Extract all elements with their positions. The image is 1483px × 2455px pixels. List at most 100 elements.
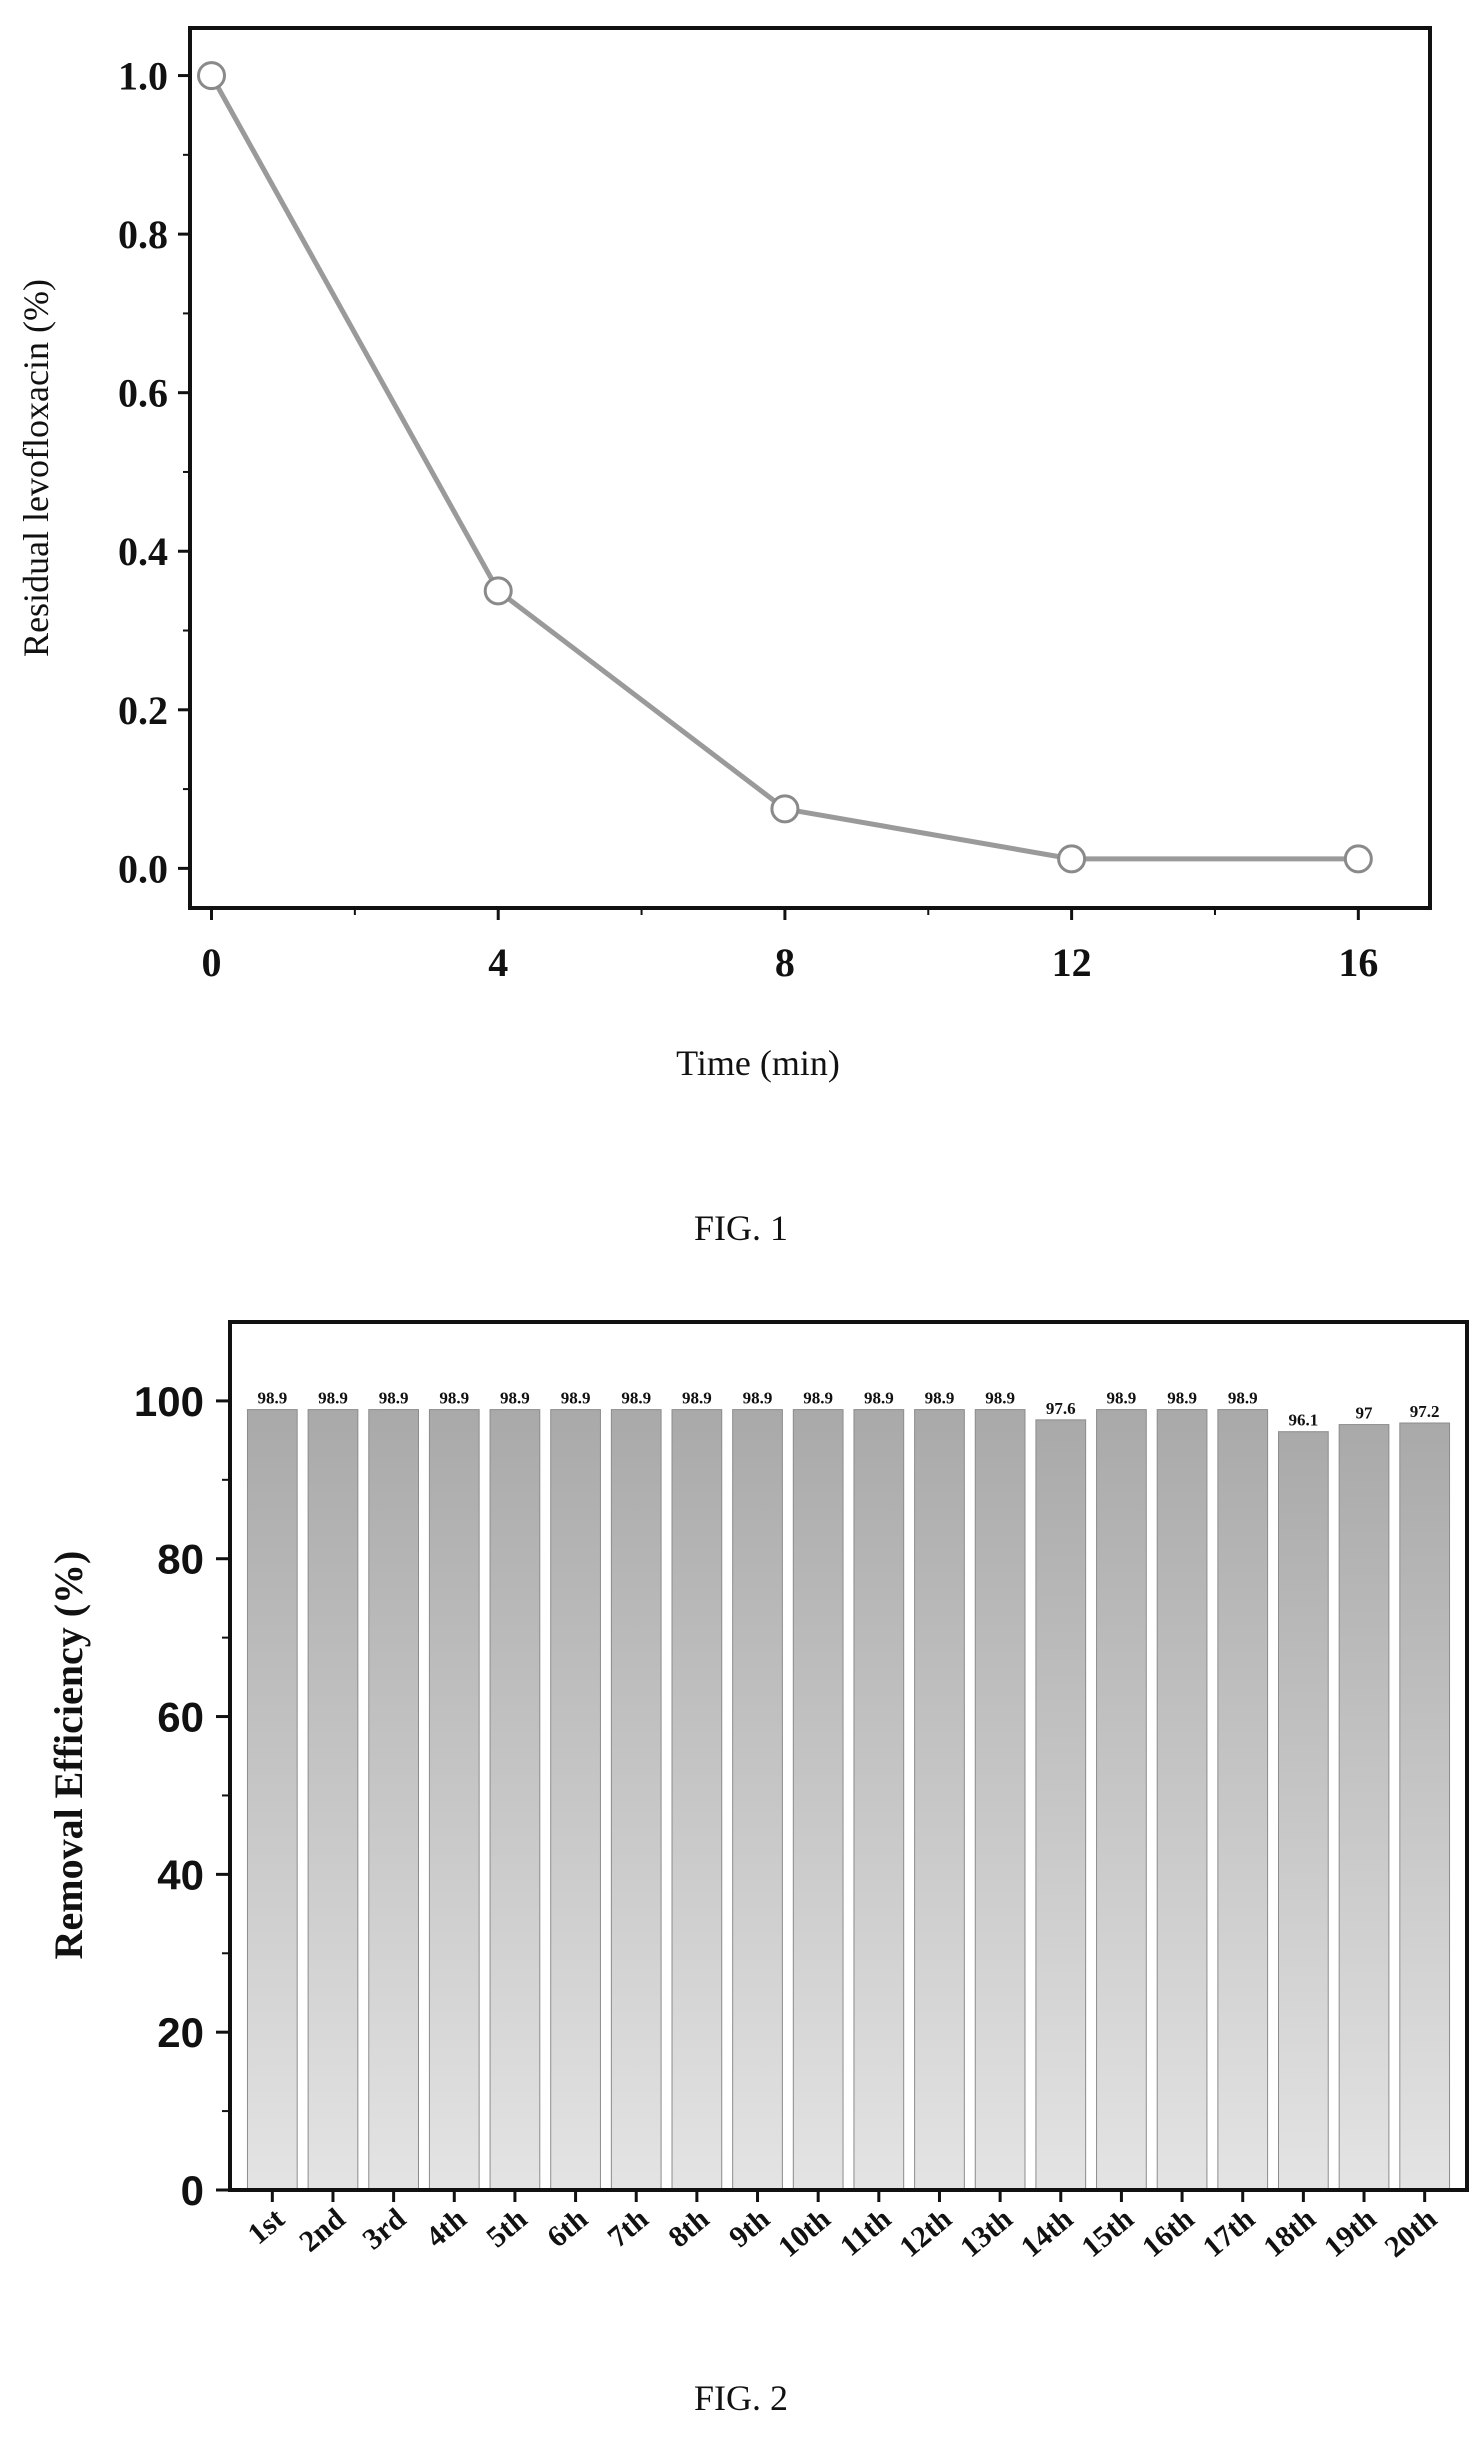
fig2-data-label: 98.9: [743, 1389, 773, 1408]
fig2-data-label: 98.9: [379, 1389, 409, 1408]
fig2-bar: [1096, 1409, 1147, 2191]
fig2-x-tick-label: 6th: [541, 2202, 594, 2254]
fig1-y-tick-label: 0.4: [118, 529, 168, 574]
fig2-data-label: 98.9: [925, 1389, 955, 1408]
fig1-y-tick-label: 0.2: [118, 688, 168, 733]
fig1-data-point: [197, 61, 227, 91]
fig2-x-tick-label: 19th: [1318, 2202, 1383, 2264]
fig2-x-tick-label: 5th: [480, 2202, 533, 2254]
fig2-y-axis-title: Removal Efficiency (%): [46, 1551, 91, 1960]
fig1-y-tick-label: 0.6: [118, 371, 168, 416]
fig2-y-tick-label: 20: [157, 2009, 204, 2056]
fig1-data-point: [483, 576, 513, 606]
fig1-x-ticks: 0 4 8 12 16: [202, 908, 1378, 985]
fig2-y-tick-label: 80: [157, 1536, 204, 1583]
fig2-bar: [489, 1409, 541, 2191]
fig2-bar: [974, 1409, 1026, 2191]
fig2-x-ticks: 1st 2nd 3rd 4th 5th 6th 7th 8th 9th10th11th12th1…: [242, 2190, 1444, 2264]
fig2-bar: [428, 1409, 480, 2191]
fig2-x-tick-label: 14th: [1015, 2202, 1080, 2264]
fig2-bar: [550, 1409, 601, 2191]
fig2-y-tick-label: 40: [157, 1851, 204, 1898]
fig2-x-tick-label: 10th: [772, 2202, 837, 2264]
fig2-data-label: 97: [1356, 1404, 1374, 1423]
fig1-y-tick-label: 0.8: [118, 212, 168, 257]
fig2-y-tick-label: 100: [134, 1378, 204, 1425]
fig2-bar: [1278, 1431, 1329, 2191]
fig2-x-tick-label: 20th: [1379, 2202, 1444, 2264]
fig2-data-label: 98.9: [864, 1389, 894, 1408]
fig2-data-label: 98.9: [1107, 1389, 1137, 1408]
fig2-x-tick-label: 1st: [242, 2202, 291, 2251]
fig2-x-tick-label: 7th: [602, 2202, 655, 2254]
fig2-bar: [1338, 1424, 1390, 2191]
fig1-plot-frame: [188, 26, 1432, 910]
fig1-y-ticks: 0.0 0.2 0.4 0.6 0.8 1.0: [118, 54, 190, 891]
fig2-bar: [732, 1409, 783, 2191]
fig2-bar: [1217, 1409, 1269, 2191]
fig1-data-point: [1057, 844, 1087, 874]
fig2-data-label: 98.9: [682, 1389, 712, 1408]
fig1-series: [197, 61, 1373, 874]
fig2-data-label: 98.9: [1167, 1389, 1197, 1408]
fig2-caption: FIG. 2: [694, 2378, 788, 2418]
fig2-y-tick-label: 0: [181, 2167, 204, 2214]
fig2-bar: [1156, 1409, 1208, 2191]
fig2-bar: [853, 1409, 905, 2191]
fig1-x-tick-label: 16: [1338, 940, 1378, 985]
fig1-x-tick-label: 0: [202, 940, 222, 985]
fig2-data-label: 98.9: [318, 1389, 348, 1408]
fig1-series-line: [209, 74, 1359, 862]
fig2-x-tick-label: 12th: [893, 2202, 958, 2264]
fig2-x-tick-label: 13th: [954, 2202, 1019, 2264]
fig2-bar: [1399, 1422, 1451, 2191]
fig2-data-label: 96.1: [1289, 1411, 1319, 1430]
fig2-x-tick-label: 16th: [1136, 2202, 1201, 2264]
fig1-x-tick-label: 4: [488, 940, 508, 985]
fig2-data-label: 97.6: [1046, 1399, 1076, 1418]
fig2-data-label: 98.9: [561, 1389, 591, 1408]
fig2-bar: [914, 1409, 965, 2191]
fig1-caption: FIG. 1: [694, 1208, 788, 1248]
fig2-bar: [1035, 1419, 1087, 2191]
fig2-plot-frame: [228, 1320, 1469, 2192]
fig2-bar: [671, 1409, 723, 2191]
fig2-data-label: 98.9: [985, 1389, 1015, 1408]
fig2-bar: [307, 1409, 359, 2191]
fig2-x-tick-label: 8th: [662, 2202, 715, 2254]
fig2-x-tick-label: 11th: [834, 2202, 898, 2263]
fig2-x-tick-label: 18th: [1257, 2202, 1322, 2264]
fig1-x-tick-label: 8: [775, 940, 795, 985]
fig2-x-tick-label: 3rd: [356, 2202, 412, 2256]
fig2-x-tick-label: 2nd: [293, 2202, 352, 2259]
fig1-y-tick-label: 0.0: [118, 846, 168, 891]
fig2-bar: [368, 1409, 419, 2191]
fig2-bar-chart: 98.9 98.9 98.9 98.9 98.9 98.9 98.9 98.9 98.9 98.9…: [46, 1320, 1469, 2418]
fig1-x-tick-label: 12: [1052, 940, 1092, 985]
fig2-bar: [246, 1409, 298, 2191]
fig1-y-tick-label: 1.0: [118, 54, 168, 99]
fig2-bar: [792, 1409, 844, 2191]
fig2-data-label: 98.9: [439, 1389, 469, 1408]
fig2-x-tick-label: 17th: [1197, 2202, 1262, 2264]
fig1-line-chart: 0.0 0.2 0.4 0.6 0.8 1.0 0 4 8 12 16 Residual levo…: [16, 26, 1432, 1248]
fig2-bar: [610, 1409, 662, 2191]
fig2-bars: 98.9 98.9 98.9 98.9 98.9 98.9 98.9 98.9 98.9 98.9…: [246, 1389, 1451, 2191]
fig2-data-label: 98.9: [500, 1389, 530, 1408]
fig1-x-axis-title: Time (min): [676, 1043, 840, 1083]
fig2-data-label: 98.9: [803, 1389, 833, 1408]
fig2-x-tick-label: 9th: [723, 2202, 776, 2254]
fig2-x-tick-label: 15th: [1075, 2202, 1140, 2264]
fig1-y-axis-title: Residual levofloxacin (%): [16, 279, 56, 657]
fig2-data-label: 98.9: [1228, 1389, 1258, 1408]
fig2-data-label: 98.9: [257, 1389, 287, 1408]
fig2-data-label: 98.9: [621, 1389, 651, 1408]
fig2-data-label: 97.2: [1410, 1402, 1440, 1421]
fig1-data-point: [1343, 844, 1373, 874]
fig2-y-tick-label: 60: [157, 1694, 204, 1741]
fig2-x-tick-label: 4th: [420, 2202, 473, 2254]
fig2-y-ticks: 0 20 40 60 80 100: [134, 1378, 230, 2214]
fig1-data-point: [770, 794, 800, 824]
